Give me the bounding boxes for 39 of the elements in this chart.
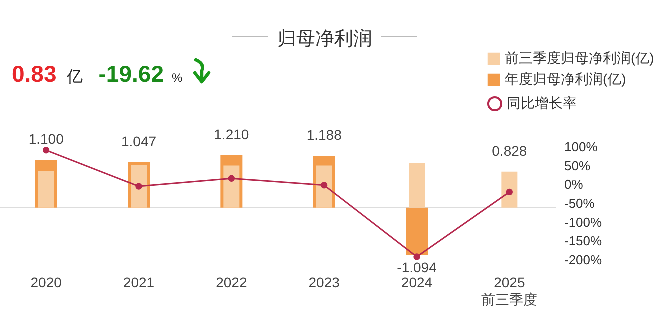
legend-label: 同比增长率 xyxy=(507,95,577,111)
data-label: 1.188 xyxy=(306,127,342,144)
text: -19.62 xyxy=(98,61,164,87)
bar xyxy=(502,172,518,208)
y2-tick-label: -150% xyxy=(564,234,603,249)
point xyxy=(506,188,514,196)
chart-title: 归母净利润 xyxy=(278,29,372,50)
bar xyxy=(224,166,240,208)
data-label: -1.094 xyxy=(397,259,438,276)
x-tick-label: 2022 xyxy=(216,274,248,290)
point xyxy=(42,147,50,154)
x-tick-label: 2023 xyxy=(308,274,340,290)
y2-tick-label: 100% xyxy=(564,140,598,154)
y2-tick-label: 50% xyxy=(564,158,591,174)
y2-tick-label: -200% xyxy=(564,252,603,268)
legend-label: 年度归母净利润(亿) xyxy=(505,71,626,87)
data-label: 1.100 xyxy=(28,131,64,148)
legend-label: 前三季度归母净利润(亿) xyxy=(505,50,654,66)
x-tick-label: 2020 xyxy=(30,274,62,290)
point xyxy=(320,182,328,189)
bar xyxy=(38,171,54,208)
x-tick-label: 2025 前三季度 xyxy=(482,274,538,308)
y2-tick-label: 0% xyxy=(564,177,584,192)
point xyxy=(228,175,236,182)
point xyxy=(136,183,142,190)
bar xyxy=(316,166,332,208)
x-tick-label: 2024 xyxy=(401,274,433,290)
x-tick-label: 2021 xyxy=(123,274,155,290)
y2-tick-label: -50% xyxy=(564,196,596,211)
text: % xyxy=(172,71,183,85)
bar xyxy=(406,208,428,256)
text: 0.83 xyxy=(12,61,57,87)
data-label: 1.047 xyxy=(121,133,157,150)
text: 亿 xyxy=(66,69,83,86)
y2-tick-label: -100% xyxy=(564,214,603,230)
point xyxy=(414,254,420,260)
data-label: 1.210 xyxy=(214,126,250,142)
data-label: 0.828 xyxy=(492,142,528,159)
bar xyxy=(409,163,425,208)
